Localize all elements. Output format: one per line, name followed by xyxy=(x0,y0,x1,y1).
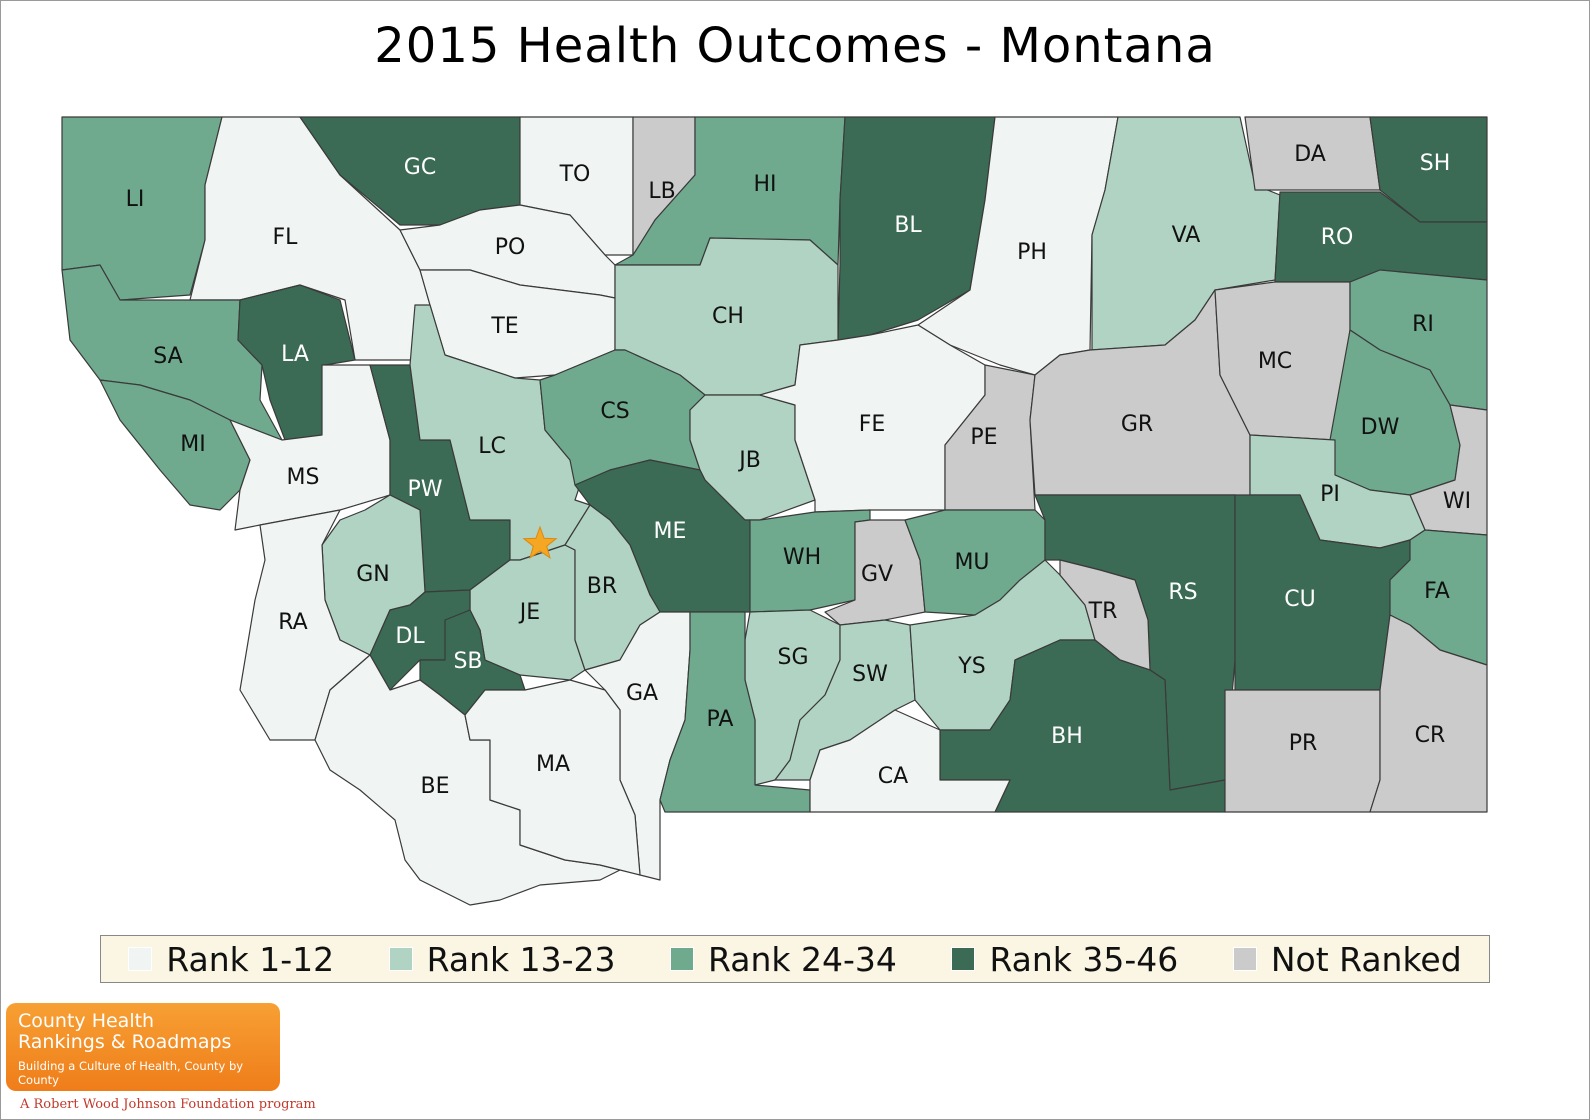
county-label-mu: MU xyxy=(954,550,989,575)
county-label-ri: RI xyxy=(1412,312,1434,337)
county-label-fe: FE xyxy=(859,412,886,437)
logo-line-2: Rankings & Roadmaps xyxy=(18,1031,232,1053)
county-ca xyxy=(809,709,1011,813)
county-label-ro: RO xyxy=(1321,225,1354,250)
county-label-gc: GC xyxy=(404,155,436,180)
star-icon xyxy=(522,525,558,559)
county-label-to: TO xyxy=(559,162,591,187)
county-label-ra: RA xyxy=(278,610,307,635)
county-label-po: PO xyxy=(495,235,526,260)
county-label-pa: PA xyxy=(707,707,734,732)
county-health-rankings-logo: County Health Rankings & Roadmaps Buildi… xyxy=(6,1003,280,1091)
legend-item: Not Ranked xyxy=(1232,939,1462,979)
county-label-lc: LC xyxy=(478,434,506,459)
county-label-ga: GA xyxy=(626,681,658,706)
county-label-wh: WH xyxy=(783,545,821,570)
county-label-je: JE xyxy=(518,600,540,625)
legend-label: Not Ranked xyxy=(1270,939,1462,979)
county-label-wi: WI xyxy=(1443,489,1471,514)
legend-item: Rank 24-34 xyxy=(670,940,897,979)
county-label-hi: HI xyxy=(753,172,776,197)
county-label-bl: BL xyxy=(894,213,922,238)
county-label-te: TE xyxy=(490,314,518,339)
county-label-gr: GR xyxy=(1121,412,1153,437)
county-label-pr: PR xyxy=(1289,731,1318,756)
logo-tagline: Building a Culture of Health, County by … xyxy=(18,1059,244,1087)
county-label-fa: FA xyxy=(1424,579,1450,604)
legend-swatch xyxy=(388,947,413,971)
county-gv xyxy=(824,519,926,626)
legend-label: Rank 1-12 xyxy=(166,939,335,979)
legend-swatch xyxy=(670,947,695,971)
county-label-da: DA xyxy=(1294,142,1326,167)
county-label-me: ME xyxy=(654,519,687,544)
legend-label: Rank 13-23 xyxy=(426,939,616,979)
county-label-cu: CU xyxy=(1284,587,1315,612)
county-label-fl: FL xyxy=(273,225,299,250)
county-label-ma: MA xyxy=(536,752,570,777)
county-label-cr: CR xyxy=(1415,723,1446,748)
county-label-mc: MC xyxy=(1258,349,1292,374)
county-label-lb: LB xyxy=(648,179,675,204)
county-label-ys: YS xyxy=(957,654,985,679)
county-label-pw: PW xyxy=(407,477,442,502)
county-label-mi: MI xyxy=(180,432,205,457)
county-label-dl: DL xyxy=(395,624,425,649)
footer-credit: A Robert Wood Johnson Foundation program xyxy=(20,1097,316,1112)
county-cr xyxy=(1369,614,1488,813)
logo-line-1: County Health xyxy=(18,1010,155,1032)
county-label-ph: PH xyxy=(1017,240,1047,265)
county-label-sw: SW xyxy=(852,662,888,687)
county-label-ca: CA xyxy=(878,764,908,789)
county-label-dw: DW xyxy=(1361,415,1400,440)
county-label-ch: CH xyxy=(712,304,744,329)
county-label-ms: MS xyxy=(287,465,320,490)
county-label-gn: GN xyxy=(356,562,390,587)
legend-item: Rank 35-46 xyxy=(951,940,1178,979)
county-label-sa: SA xyxy=(153,344,182,369)
county-label-pe: PE xyxy=(970,425,997,450)
county-label-cs: CS xyxy=(600,399,629,424)
legend-swatch xyxy=(951,947,976,971)
county-label-jb: JB xyxy=(737,448,761,473)
map-title: 2015 Health Outcomes - Montana xyxy=(374,18,1216,74)
legend-label: Rank 24-34 xyxy=(708,939,897,979)
county-label-be: BE xyxy=(421,774,450,799)
legend: Rank 1-12 Rank 13-23 Rank 24-34 Rank 35-46 N… xyxy=(100,935,1490,983)
legend-swatch xyxy=(128,947,153,971)
legend-swatch xyxy=(1232,947,1257,971)
county-label-tr: TR xyxy=(1088,599,1118,624)
legend-item: Rank 13-23 xyxy=(388,939,616,979)
county-label-br: BR xyxy=(587,574,617,599)
county-label-pi: PI xyxy=(1320,482,1340,507)
county-label-va: VA xyxy=(1172,223,1201,248)
legend-item: Rank 1-12 xyxy=(128,940,334,979)
county-label-gv: GV xyxy=(861,562,893,587)
county-label-bh: BH xyxy=(1051,724,1083,749)
legend-label: Rank 35-46 xyxy=(989,939,1179,979)
county-label-rs: RS xyxy=(1168,580,1197,605)
county-label-sb: SB xyxy=(453,649,482,674)
county-label-sg: SG xyxy=(777,645,808,670)
county-label-la: LA xyxy=(281,342,309,367)
county-label-sh: SH xyxy=(1420,151,1451,176)
county-label-li: LI xyxy=(126,187,145,212)
county-ma xyxy=(464,679,641,876)
